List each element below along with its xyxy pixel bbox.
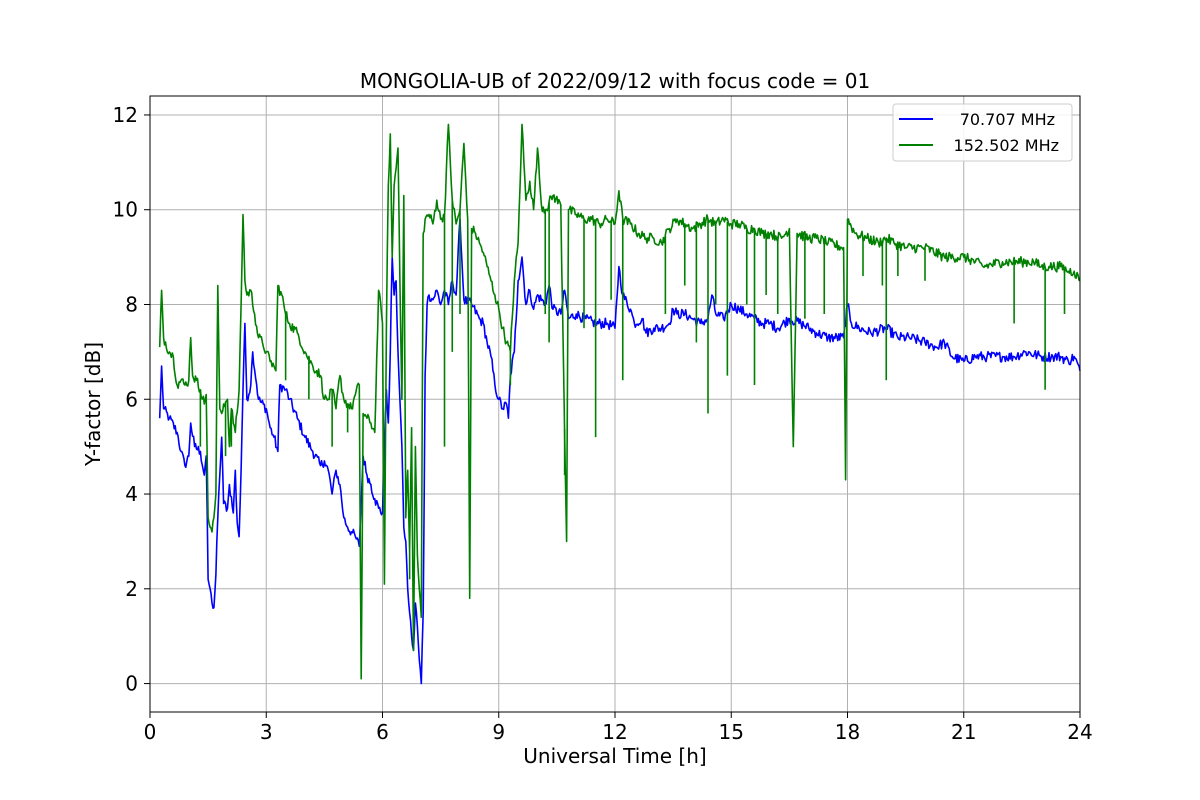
y-tick-label: 10 <box>113 198 138 222</box>
x-tick-label: 9 <box>492 720 505 744</box>
series-line-1 <box>158 123 1081 680</box>
x-tick-label: 6 <box>376 720 389 744</box>
x-tick-label: 24 <box>1067 720 1092 744</box>
y-tick-label: 2 <box>125 577 138 601</box>
y-tick-label: 8 <box>125 292 138 316</box>
y-axis-label: Y-factor [dB] <box>81 342 105 467</box>
legend-label-70mhz: 70.707 MHz <box>960 110 1055 129</box>
x-axis-label: Universal Time [h] <box>523 744 706 768</box>
series-line-0 <box>158 218 1081 685</box>
y-tick-label: 6 <box>125 387 138 411</box>
x-tick-label: 15 <box>719 720 744 744</box>
y-tick-label: 0 <box>125 672 138 696</box>
y-tick-label: 12 <box>113 103 138 127</box>
x-tick-label: 0 <box>144 720 157 744</box>
x-tick-label: 18 <box>835 720 860 744</box>
legend-label-152mhz: 152.502 MHz <box>954 136 1059 155</box>
x-tick-label: 21 <box>951 720 976 744</box>
x-tick-label: 3 <box>260 720 273 744</box>
chart-title: MONGOLIA-UB of 2022/09/12 with focus cod… <box>360 69 870 93</box>
series-layer <box>158 123 1081 685</box>
legend-box <box>892 103 1073 162</box>
y-tick-label: 4 <box>125 482 138 506</box>
legend: 70.707 MHz 152.502 MHz <box>892 103 1073 162</box>
x-tick-label: 12 <box>602 720 627 744</box>
